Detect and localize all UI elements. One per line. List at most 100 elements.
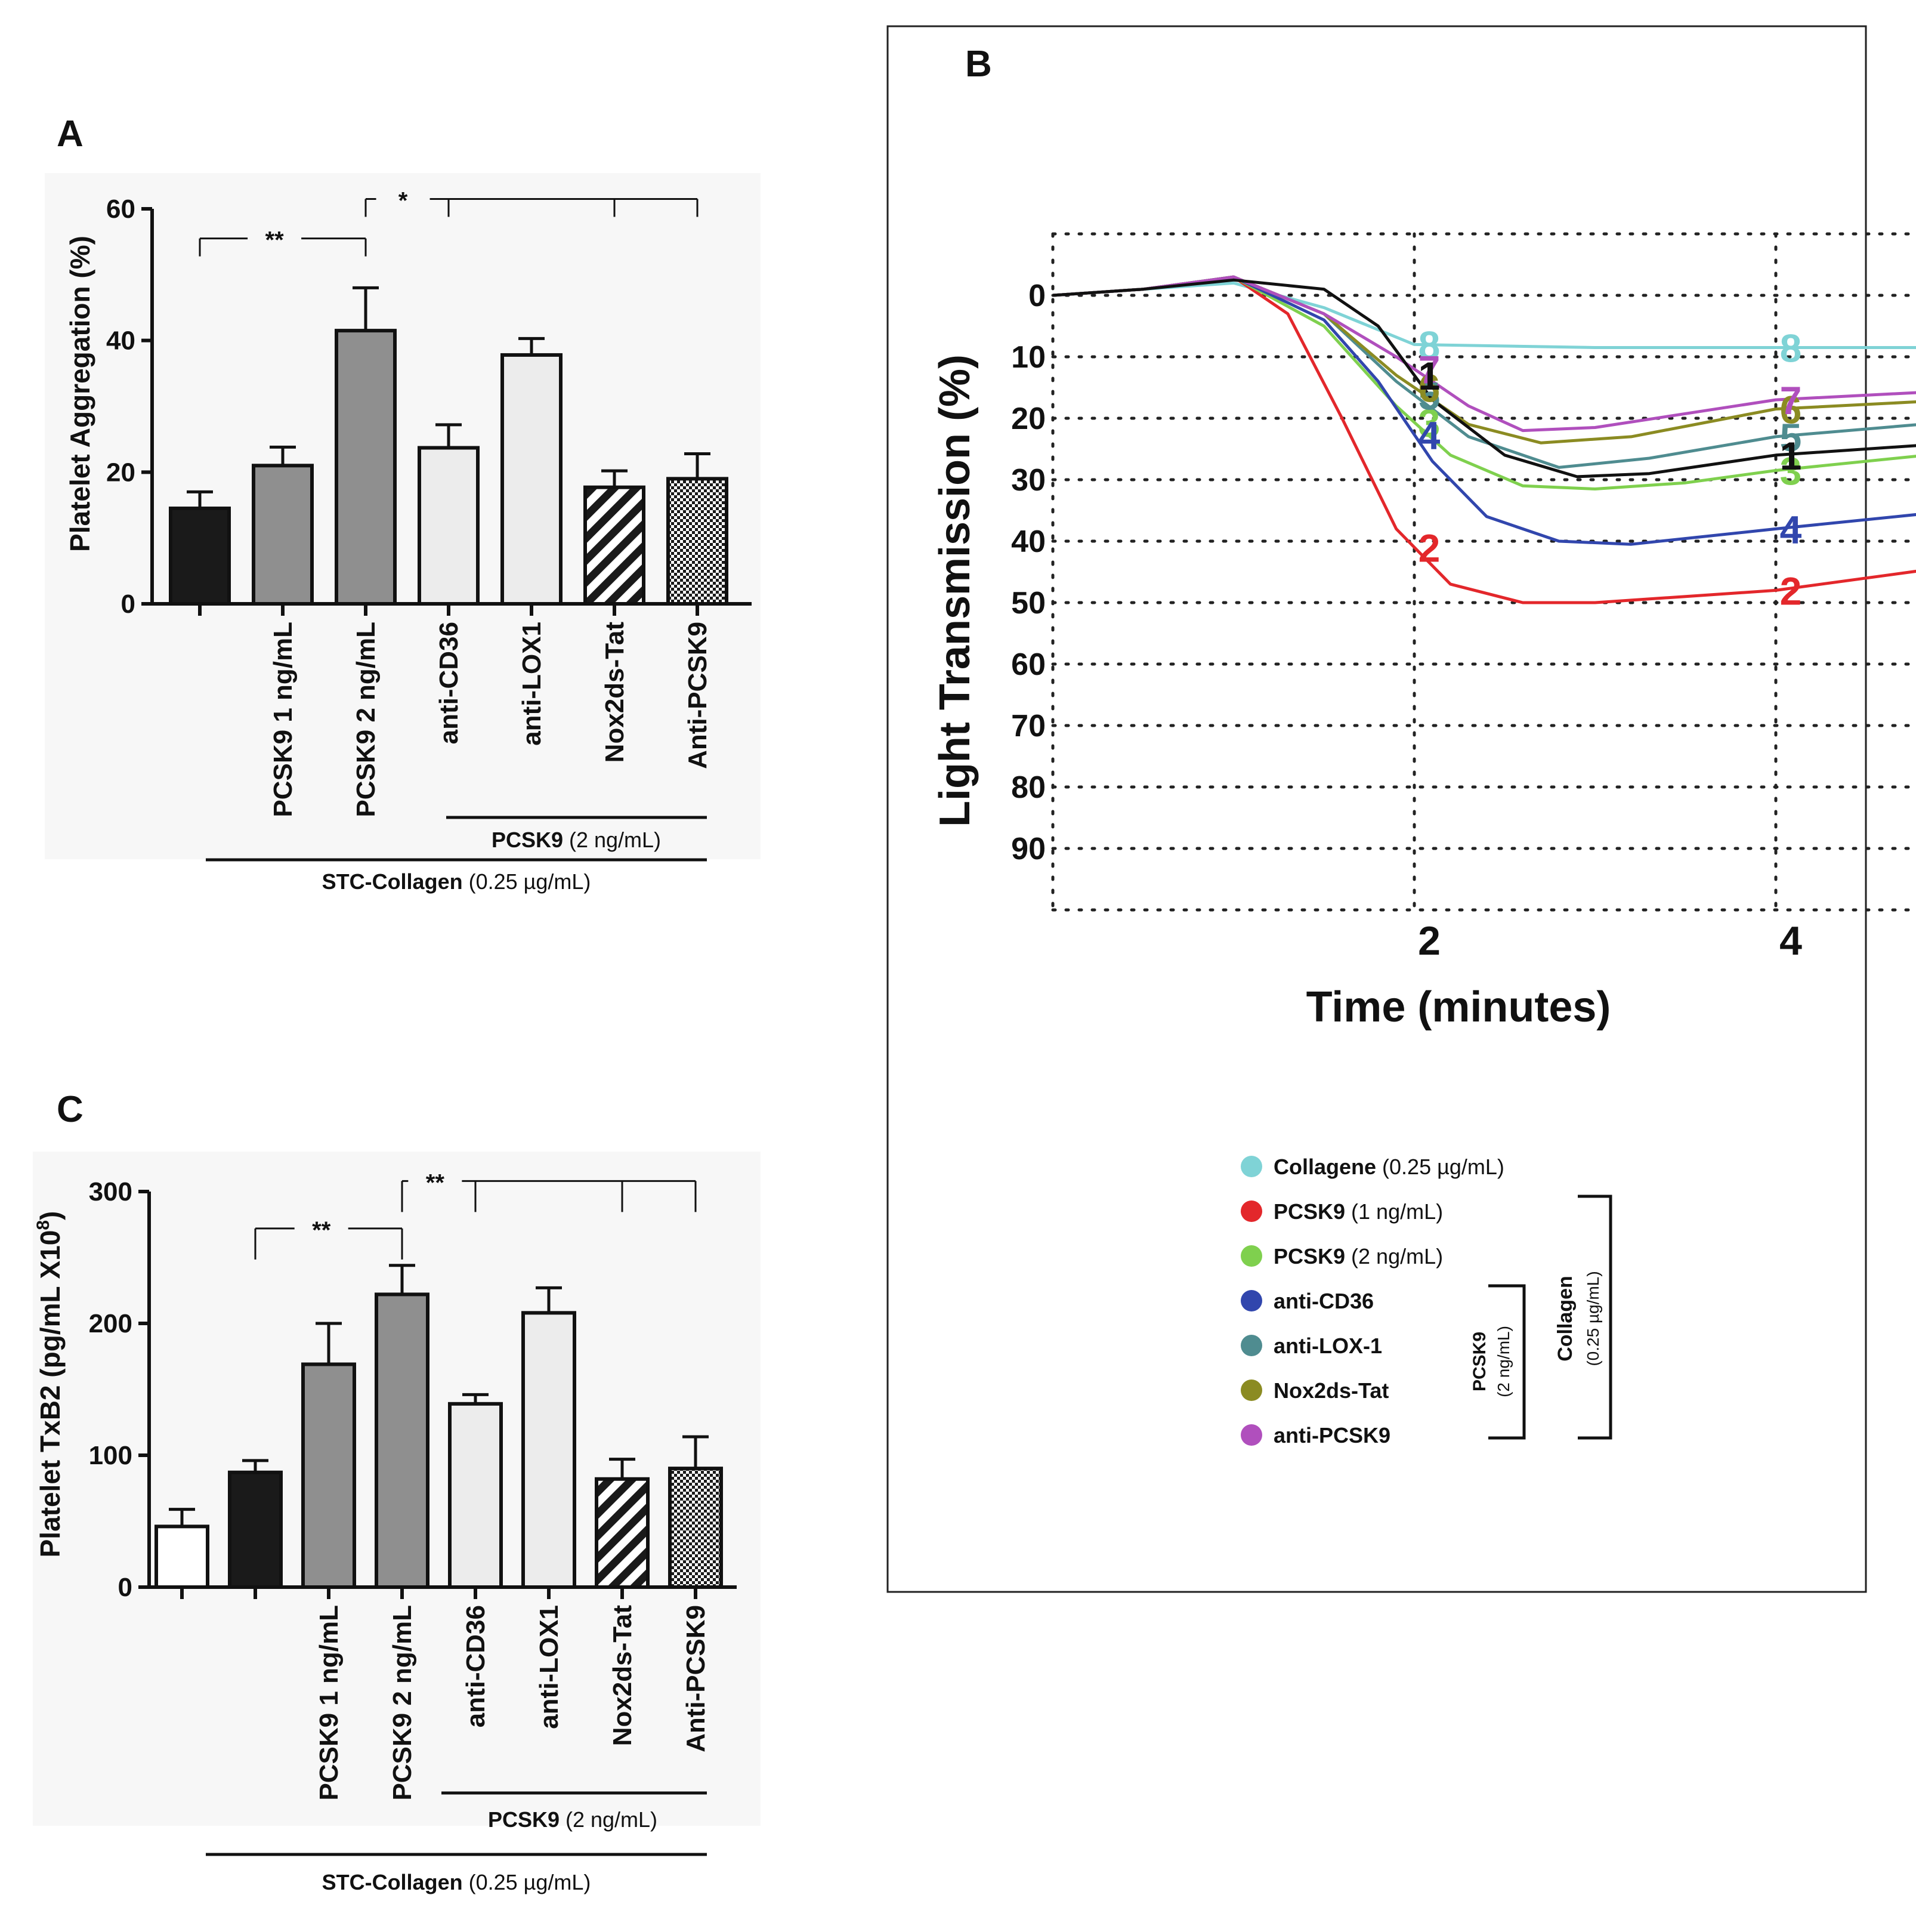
significance-label-gap [294, 1223, 348, 1233]
legend-label-bold: PCSK9 [1274, 1199, 1345, 1224]
collagen-bracket-label: Collagen [1554, 1276, 1577, 1362]
significance-label-gap [248, 233, 302, 243]
bar [521, 1311, 576, 1590]
series-marker: 4 [1780, 507, 1802, 551]
panel-a-collagen-group-label: STC-Collagen (0.25 µg/mL) [322, 869, 591, 894]
legend-label: PCSK9 (1 ng/mL) [1274, 1199, 1443, 1224]
panel-c-significance: ** ** [254, 1169, 697, 1260]
panel-a: A Platelet Aggregation (%) 0 20 40 60 PCSK9 … [45, 113, 761, 894]
y-tick-label: 300 [89, 1177, 132, 1206]
panel-b-frame [886, 25, 1867, 1593]
series-marker: 6 [1419, 366, 1441, 411]
legend-label-bold: PCSK9 [1274, 1244, 1345, 1269]
panel-c-collagen-group-label: STC-Collagen (0.25 µg/mL) [322, 1870, 591, 1894]
series-marker: 5 [1780, 415, 1802, 459]
pcsk9-bracket [1488, 1284, 1526, 1440]
x-tick-label: Anti-PCSK9 [683, 622, 712, 769]
legend-marker [1241, 1424, 1262, 1446]
y-tick-label: 200 [89, 1309, 132, 1338]
legend-label-detail: (1 ng/mL) [1345, 1199, 1443, 1224]
y-tick-label: 60 [106, 195, 135, 224]
y-tick-label: 60 [1011, 647, 1046, 682]
legend-label: Nox2ds-Tat [1274, 1378, 1389, 1403]
x-tick-label: PCSK9 2 ng/mL [388, 1605, 417, 1801]
bar [595, 1477, 650, 1590]
y-tick-label: 0 [118, 1573, 132, 1602]
x-tick-label: Nox2ds-Tat [608, 1605, 637, 1746]
panel-b-tick-labels: 01020304050607080902468 [1011, 279, 1802, 964]
pcsk9-bracket-label: PCSK9 [1470, 1332, 1489, 1391]
legend-label: PCSK9 (2 ng/mL) [1274, 1244, 1443, 1269]
series-marker: 2 [1780, 569, 1802, 613]
legend-label-bold: anti-PCSK9 [1274, 1423, 1390, 1448]
y-tick-label: 20 [106, 458, 135, 487]
x-tick-label: PCSK9 1 ng/mL [314, 1605, 344, 1801]
panel-b-series [1052, 275, 1916, 604]
significance-label-gap [376, 194, 430, 204]
panel-a-bars [169, 286, 728, 606]
x-tick-label: PCSK9 1 ng/mL [268, 622, 298, 817]
series-line [1052, 275, 1916, 433]
series-marker: 4 [1419, 413, 1441, 457]
bar [169, 507, 231, 606]
y-tick-label: 80 [1011, 770, 1046, 805]
x-tick-label: Anti-PCSK9 [681, 1605, 710, 1752]
x-tick-label: anti-LOX1 [517, 622, 546, 746]
y-tick-label: 10 [1011, 340, 1046, 375]
series-marker: 8 [1419, 323, 1441, 367]
series-marker: 7 [1780, 378, 1802, 422]
bar [301, 1362, 356, 1589]
y-tick-label: 100 [89, 1441, 132, 1470]
x-tick-label: anti-CD36 [434, 622, 463, 744]
x-tick-label: 2 [1418, 918, 1441, 964]
panel-c-ylabel: Platelet TxB2 (pg/mL X108) [33, 1211, 66, 1558]
panel-c-label: C [57, 1089, 84, 1130]
legend-marker [1241, 1156, 1262, 1177]
y-tick-label: 0 [1028, 279, 1046, 313]
bar [668, 1467, 723, 1590]
bar [418, 446, 480, 606]
significance-label: ** [265, 227, 285, 254]
legend-marker [1241, 1245, 1262, 1267]
significance-label-gap [408, 1176, 462, 1186]
series-marker: 3 [1419, 401, 1441, 445]
panel-b: B Light Transmission (%) Time (minutes) … [886, 25, 1916, 1593]
legend-label-bold: anti-LOX-1 [1274, 1334, 1382, 1358]
panel-b-label: B [965, 44, 992, 85]
panel-c-tick-labels: 0 100 200 300 PCSK9 1 ng/mL PCSK9 2 ng/mL anti… [89, 1177, 710, 1801]
bar [154, 1524, 209, 1590]
bar [228, 1470, 283, 1589]
legend-label-bold: Nox2ds-Tat [1274, 1378, 1389, 1403]
x-tick-label: anti-CD36 [461, 1605, 490, 1727]
series-line [1052, 278, 1916, 479]
panel-c-pcsk9-group-label: PCSK9 (2 ng/mL) [488, 1807, 657, 1832]
legend-label-bold: Collagene [1274, 1155, 1376, 1179]
panel-b-grid [1051, 232, 1916, 912]
series-marker: 5 [1419, 374, 1441, 418]
significance-label: ** [312, 1217, 331, 1243]
panel-a-label: A [57, 113, 84, 155]
x-tick-label: 4 [1779, 918, 1802, 964]
panel-b-ylabel: Light Transmission (%) [931, 354, 979, 827]
y-tick-label: 20 [1011, 402, 1046, 436]
pcsk9-bracket-sublabel: (2 ng/mL) [1494, 1326, 1513, 1397]
panel-a-ylabel: Platelet Aggregation (%) [64, 236, 95, 552]
x-tick-label: anti-LOX1 [534, 1605, 564, 1729]
x-tick-label: Nox2ds-Tat [600, 622, 629, 763]
y-tick-label: 90 [1011, 832, 1046, 866]
panel-b-legend: Collagene (0.25 µg/mL)PCSK9 (1 ng/mL)PCS… [1241, 1155, 1504, 1448]
series-marker: 1 [1780, 434, 1802, 478]
legend-label: Collagene (0.25 µg/mL) [1274, 1155, 1504, 1179]
legend-marker [1241, 1200, 1262, 1222]
bar [375, 1292, 429, 1589]
series-marker: 8 [1780, 326, 1802, 371]
legend-label: anti-LOX-1 [1274, 1334, 1382, 1358]
legend-marker [1241, 1290, 1262, 1311]
panel-a-significance: *** [199, 187, 699, 257]
bar [252, 464, 314, 606]
bar [583, 485, 645, 606]
panel-c-bars [154, 1264, 723, 1590]
legend-marker [1241, 1335, 1262, 1356]
series-marker: 3 [1780, 449, 1802, 493]
